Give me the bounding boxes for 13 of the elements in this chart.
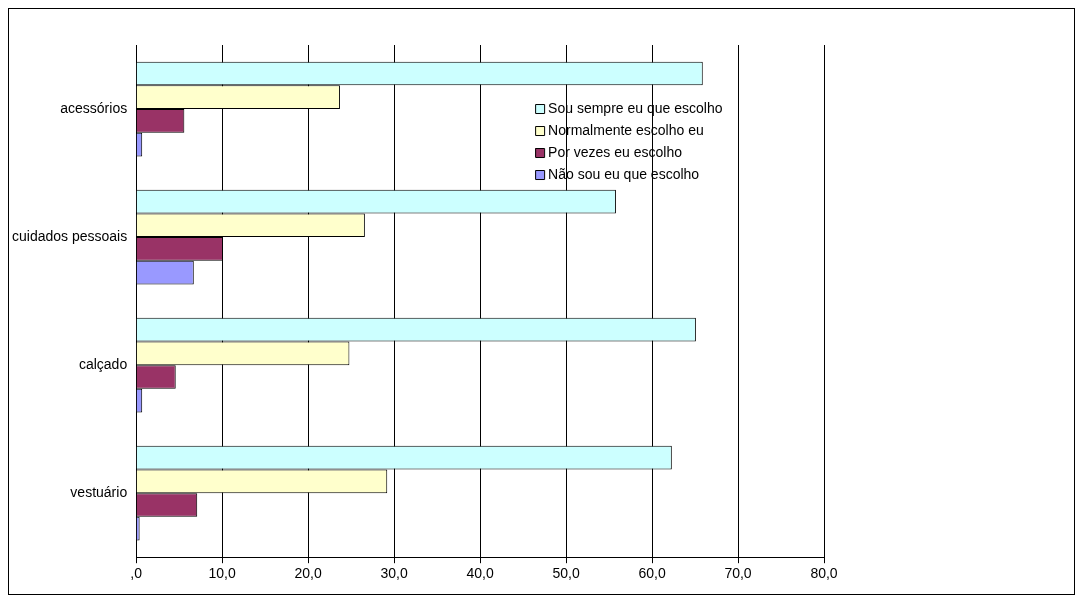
y-tick-label: cuidados pessoais: [12, 227, 128, 244]
x-tick-label: 20,0: [294, 565, 322, 582]
x-tick-label: 70,0: [724, 565, 752, 582]
y-tick-label: calçado: [78, 355, 128, 372]
x-tick-label: 10,0: [208, 565, 236, 582]
x-tick-label: 80,0: [810, 565, 838, 582]
x-tick-label: 30,0: [380, 565, 408, 582]
x-tick-label: 40,0: [466, 565, 494, 582]
x-tick-label: 60,0: [638, 565, 666, 582]
x-tick-label: ,0: [130, 565, 143, 582]
y-tick-label: vestuário: [70, 484, 128, 501]
x-tick-label: 50,0: [552, 565, 580, 582]
y-tick-label: acessórios: [60, 99, 128, 116]
